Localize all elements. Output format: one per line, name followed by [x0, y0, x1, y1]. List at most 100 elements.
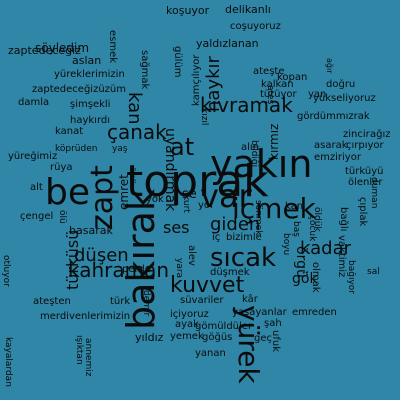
- cloud-word: koşuyor: [166, 4, 210, 17]
- cloud-word: bağıyor: [346, 260, 356, 294]
- cloud-word: düşmek: [210, 267, 250, 278]
- cloud-word: kopan: [277, 72, 308, 83]
- cloud-word: geç: [254, 333, 272, 344]
- cloud-word: kızıl: [199, 108, 209, 126]
- cloud-word: gülüm: [172, 46, 183, 78]
- cloud-word: var: [200, 177, 252, 215]
- cloud-word: kırmız: [267, 123, 281, 160]
- cloud-word: tütüyor: [260, 89, 297, 100]
- cloud-word: kalkan: [261, 79, 294, 90]
- cloud-word: yüreğimiz: [8, 151, 58, 162]
- cloud-word: ağır: [325, 58, 334, 74]
- cloud-word: ufuk: [270, 330, 281, 352]
- cloud-word: içiyoruz: [170, 309, 209, 320]
- cloud-word: kadar: [300, 238, 351, 259]
- cloud-word: ses: [163, 218, 190, 237]
- cloud-word: uyandırmak: [162, 128, 178, 212]
- cloud-word: zapt: [85, 165, 120, 230]
- cloud-word: yaldızlanan: [196, 37, 259, 50]
- cloud-word: se: [182, 187, 197, 202]
- cloud-word: bağlı: [338, 207, 349, 232]
- cloud-word: göğüs: [202, 332, 233, 343]
- cloud-word: demir: [141, 290, 151, 317]
- cloud-word: baş: [291, 221, 301, 237]
- cloud-word: sönmek: [253, 200, 263, 236]
- cloud-word: düşen: [74, 245, 129, 266]
- cloud-word: öldük: [312, 207, 322, 232]
- cloud-word: olmak: [310, 262, 321, 293]
- cloud-word: sıcak: [210, 243, 277, 273]
- cloud-word: annemiz: [83, 338, 93, 377]
- cloud-word: haykırdı: [70, 115, 111, 126]
- cloud-word: ölü: [57, 210, 67, 224]
- cloud-word: yanan: [195, 348, 226, 359]
- cloud-word: doğru: [326, 79, 356, 90]
- cloud-word: yok: [146, 194, 164, 205]
- cloud-word: yaş: [112, 144, 128, 154]
- cloud-word: kamçılıyor: [191, 54, 202, 106]
- cloud-word: yaşayanlar: [232, 307, 287, 318]
- cloud-word: söyledim: [35, 41, 90, 55]
- cloud-word: ölenler: [348, 177, 383, 188]
- cloud-word: yüreklerimizin: [54, 69, 125, 80]
- cloud-word: öleli: [128, 167, 137, 184]
- cloud-word: emziriyor: [314, 152, 361, 163]
- cloud-word: sağmak: [139, 50, 150, 90]
- cloud-word: rüya: [50, 162, 73, 173]
- cloud-word: kurt: [181, 195, 191, 213]
- cloud-word: yara: [174, 258, 184, 279]
- cloud-word: içmek: [232, 192, 316, 225]
- cloud-word: zaptedeceğizüzüm: [32, 84, 126, 95]
- cloud-word: kan: [124, 92, 145, 125]
- cloud-word: zincir: [343, 129, 370, 140]
- cloud-word: köprüden: [55, 144, 98, 154]
- cloud-word: otluyor: [1, 255, 11, 287]
- cloud-word: ateşte: [253, 66, 285, 77]
- cloud-word: alev: [186, 245, 197, 266]
- cloud-word: merdivenlerimizin: [40, 311, 131, 322]
- cloud-word: çırpıyor: [346, 140, 384, 151]
- cloud-word: yakın: [210, 142, 313, 186]
- cloud-word: esmek: [107, 30, 118, 64]
- cloud-word: çıplak: [357, 197, 368, 227]
- cloud-word: zaptedeceğiz: [8, 44, 81, 57]
- cloud-word: şah: [264, 318, 282, 329]
- cloud-word: damla: [18, 97, 50, 108]
- cloud-word: toprak: [126, 156, 269, 207]
- cloud-word: ağız: [370, 129, 391, 140]
- cloud-word: delikanlı: [225, 3, 271, 16]
- cloud-word: kahraman: [68, 258, 170, 282]
- cloud-word: ayak: [175, 319, 199, 330]
- cloud-word: emreden: [292, 307, 337, 318]
- cloud-word: aslan: [72, 54, 102, 67]
- cloud-word: kayalardan: [3, 337, 13, 387]
- cloud-word: kâr: [242, 294, 258, 305]
- cloud-word: ateş: [265, 85, 275, 105]
- cloud-word: gök: [292, 271, 318, 287]
- cloud-word: kan: [285, 201, 304, 212]
- cloud-word: ışıktan: [74, 335, 84, 365]
- cloud-word: türküsü: [63, 229, 82, 290]
- cloud-word: yıldız: [135, 331, 164, 344]
- cloud-word: çanak: [107, 120, 167, 144]
- cloud-word: vaktimiz: [336, 235, 347, 278]
- cloud-word: kıvramak: [200, 93, 293, 117]
- cloud-word: asarak: [314, 140, 348, 151]
- cloud-word: iç: [212, 232, 221, 243]
- cloud-word: yükseliyoruz: [313, 93, 376, 104]
- cloud-word: bizimle: [226, 232, 262, 243]
- cloud-word: sal: [367, 267, 380, 277]
- cloud-word: be: [45, 172, 90, 213]
- cloud-word: perde: [122, 264, 151, 275]
- cloud-word: süvariler: [180, 295, 224, 306]
- cloud-word: gördümmızrak: [297, 111, 370, 122]
- cloud-word: şimşekli: [70, 99, 111, 110]
- cloud-word: haykır: [203, 56, 224, 112]
- cloud-word: yol: [198, 200, 213, 211]
- cloud-word: yan: [308, 89, 327, 100]
- cloud-word: basarak: [69, 224, 113, 237]
- cloud-word: gömüldüler: [195, 321, 253, 332]
- cloud-word: türk: [110, 296, 131, 307]
- cloud-word: türküyü: [345, 166, 384, 177]
